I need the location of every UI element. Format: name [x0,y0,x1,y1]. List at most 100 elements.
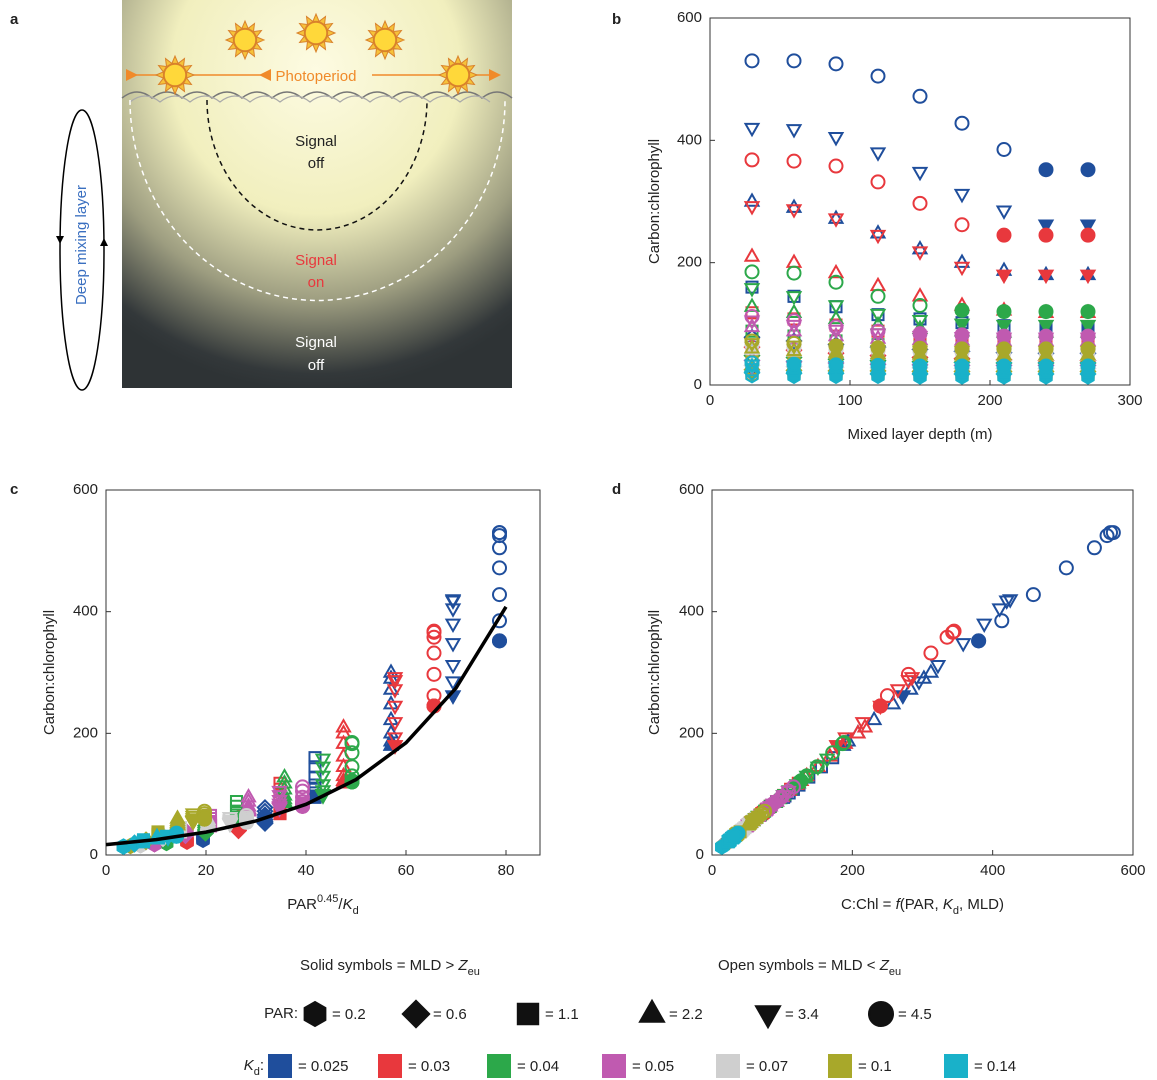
signal-label: off [308,155,325,172]
signal-label: Signal [295,334,337,351]
y-axis-label: Carbon:chlorophyll [646,610,663,735]
marker [998,360,1011,373]
marker [872,148,885,159]
marker [1040,360,1053,373]
marker [447,639,460,650]
legend-swatch [602,1054,626,1078]
legend-note-part: Solid symbols = MLD > [300,957,458,974]
legend-label: = 3.4 [785,1006,819,1023]
points [716,526,1120,854]
marker [830,320,843,333]
marker [998,143,1011,156]
marker [872,175,885,188]
legend-label: = 0.05 [632,1058,674,1075]
x-tick-label: 60 [398,862,415,879]
marker [914,197,927,210]
sun [305,22,327,44]
marker [305,1002,326,1026]
marker [756,1006,780,1027]
marker [746,310,759,323]
marker [788,267,801,280]
legend-swatch [716,1054,740,1078]
marker [1082,305,1095,318]
y-tick-label: 600 [677,9,702,26]
marker [1082,163,1095,176]
marker [830,276,843,289]
x-tick-label: 40 [298,862,315,879]
x-tick-label: 300 [1117,392,1142,409]
marker [1040,342,1053,355]
marker [956,360,969,373]
marker [941,631,954,644]
signal-label: on [308,274,325,291]
x-axis-label-part: , MLD) [959,896,1004,913]
marker [956,263,969,274]
marker [830,57,843,70]
marker [493,588,506,601]
legend-title: Kd: [244,1057,264,1078]
marker [428,647,441,660]
panel-label: c [10,481,18,498]
marker [811,760,824,773]
marker [978,620,991,631]
legend-swatch [944,1054,968,1078]
marker [998,206,1011,217]
y-tick-label: 400 [679,603,704,620]
marker [746,153,759,166]
marker [640,1001,664,1022]
marker [869,1002,893,1026]
marker [198,813,211,826]
y-tick-label: 600 [679,481,704,498]
marker [746,202,759,213]
legend-label: = 0.2 [332,1006,366,1023]
marker [1040,163,1053,176]
legend-label: = 0.04 [517,1058,559,1075]
y-tick-label: 0 [694,376,702,393]
marker [788,155,801,168]
y-tick-label: 200 [679,724,704,741]
x-tick-label: 200 [977,392,1002,409]
marker [403,1001,429,1027]
marker [447,604,460,615]
legend-swatch [828,1054,852,1078]
marker [830,133,843,144]
marker [914,360,927,373]
marker [428,631,441,644]
marker [998,342,1011,355]
marker [914,168,927,179]
marker [914,327,927,340]
legend-label: = 2.2 [669,1006,703,1023]
marker [1082,360,1095,373]
marker [902,668,915,681]
marker [872,290,885,303]
legend-title-part: PAR: [264,1005,298,1022]
marker [872,359,885,372]
y-tick-label: 400 [677,131,702,148]
marker [518,1004,538,1024]
marker [447,661,460,672]
legend-label: = 0.6 [433,1006,467,1023]
legend-label: = 0.1 [858,1058,892,1075]
marker [1040,330,1053,343]
x-tick-label: 400 [980,862,1005,879]
marker [788,314,801,327]
x-tick-label: 100 [837,392,862,409]
mixing-label: Deep mixing layer [73,185,90,305]
x-tick-label: 600 [1120,862,1145,879]
marker [872,325,885,338]
x-tick-label: 20 [198,862,215,879]
marker [1082,330,1095,343]
marker [914,299,927,312]
marker [924,647,937,660]
marker [493,541,506,554]
sun [447,64,469,86]
sun [234,29,256,51]
x-axis-label-part: d [353,905,359,917]
marker [998,305,1011,318]
legend-title-part: : [260,1057,264,1074]
legend-swatch [487,1054,511,1078]
x-axis-label: Mixed layer depth (m) [847,426,992,443]
x-tick-label: 80 [498,862,515,879]
marker [1088,541,1101,554]
x-axis-label-part: 0.45 [317,893,338,905]
